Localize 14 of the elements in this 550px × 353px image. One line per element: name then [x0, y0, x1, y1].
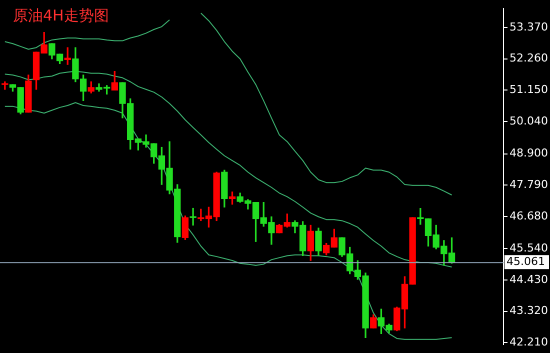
y-tick-label: 42.210 — [510, 336, 548, 349]
y-tick-label: 43.320 — [510, 304, 548, 318]
y-tick-label: 52.260 — [510, 52, 548, 65]
y-tick-label: 51.150 — [510, 83, 548, 96]
y-tick-label: 46.680 — [510, 209, 548, 222]
y-tick-label: 44.430 — [510, 272, 548, 286]
y-tick-label: 45.540 — [510, 242, 548, 255]
y-tick-label: 53.370 — [510, 20, 548, 34]
chart-title: 原油4H走势图 — [13, 6, 109, 24]
y-tick-label: 50.040 — [510, 114, 548, 128]
y-tick-label: 48.900 — [510, 146, 548, 160]
candlestick — [190, 208, 196, 226]
ref-line-label: 45.061 — [506, 255, 546, 268]
y-tick-label: 47.790 — [510, 178, 548, 191]
